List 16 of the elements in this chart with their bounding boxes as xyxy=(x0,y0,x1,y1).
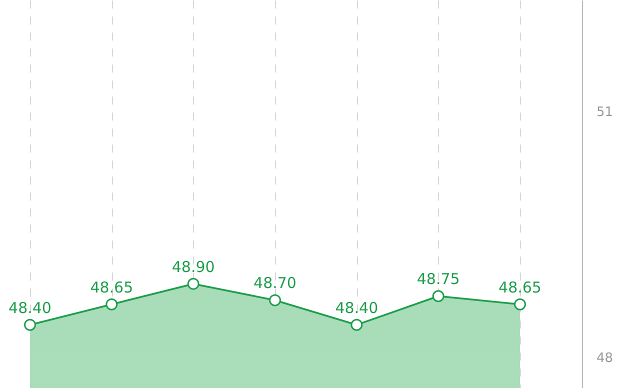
data-label: 48.40 xyxy=(8,298,52,317)
y-tick-label: 48 xyxy=(596,351,614,366)
y-tick-label: 51 xyxy=(596,105,614,120)
data-label: 48.65 xyxy=(498,278,542,296)
point xyxy=(24,318,36,331)
point xyxy=(187,278,200,290)
point xyxy=(514,298,526,310)
point xyxy=(269,294,281,306)
data-label: 48.40 xyxy=(335,298,378,317)
data-label: 48.75 xyxy=(416,270,460,288)
point xyxy=(350,318,363,331)
data-label: 48.70 xyxy=(254,274,296,292)
data-label: 48.65 xyxy=(90,278,134,296)
data-label: 48.90 xyxy=(172,258,215,276)
point xyxy=(106,298,118,310)
point xyxy=(432,290,444,302)
